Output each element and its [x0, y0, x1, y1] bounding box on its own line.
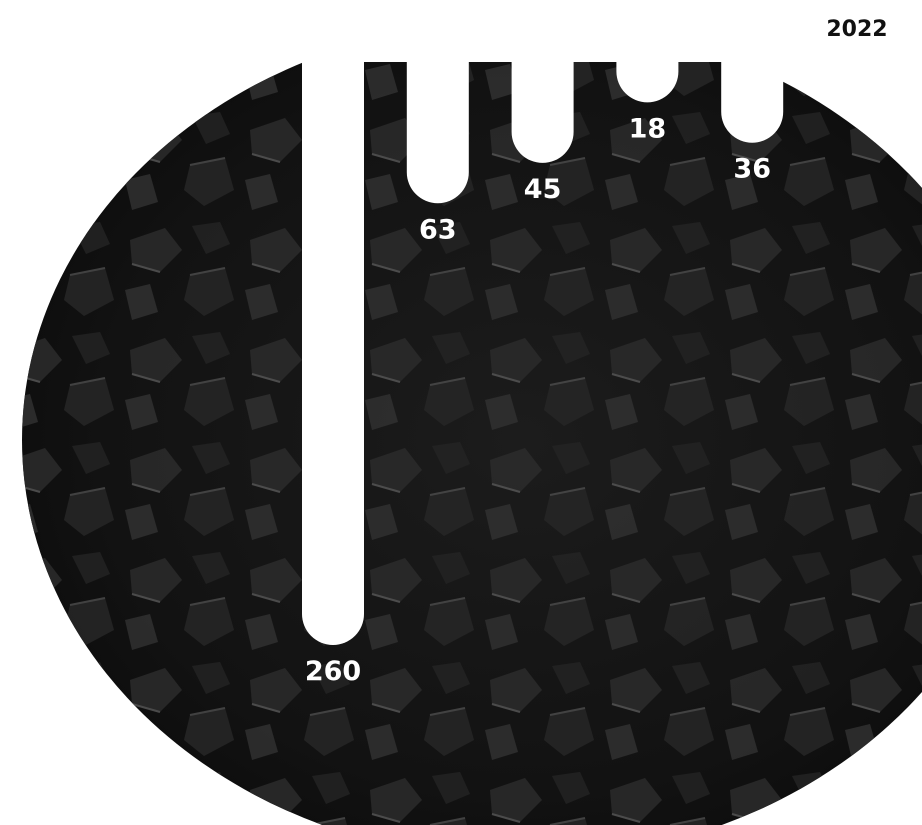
category-label: 2022: [826, 17, 887, 42]
bar: [721, 0, 784, 143]
coal-background: [22, 62, 922, 825]
bar: [616, 0, 679, 103]
bar: [406, 0, 469, 204]
value-label: 63: [419, 214, 457, 245]
bar: [511, 0, 574, 163]
value-label: 18: [629, 113, 667, 144]
value-label: 0: [848, 73, 867, 104]
value-label: 36: [733, 154, 771, 185]
value-label: 45: [524, 174, 562, 205]
bar: [302, 0, 364, 645]
value-label: 260: [305, 656, 361, 687]
